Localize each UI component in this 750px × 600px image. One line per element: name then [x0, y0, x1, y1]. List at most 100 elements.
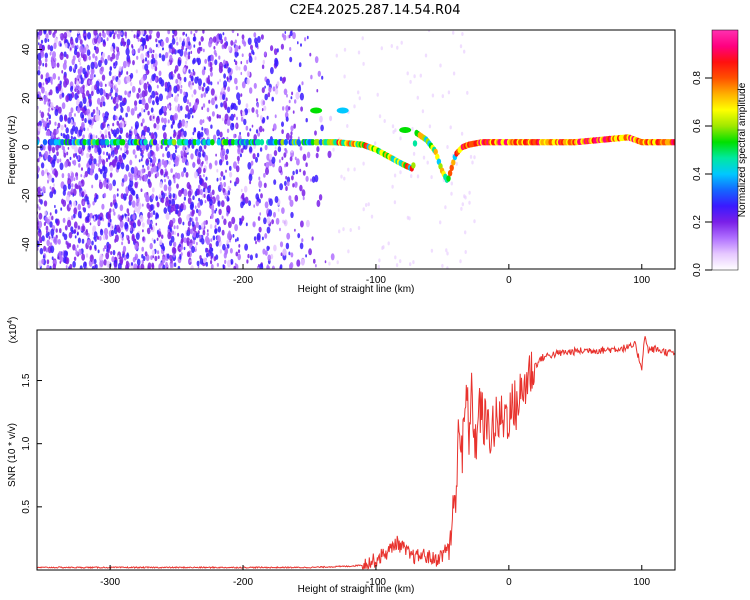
noise-point — [124, 138, 128, 143]
noise-point — [109, 66, 113, 71]
noise-point — [153, 63, 156, 68]
noise-point — [268, 86, 272, 93]
noise-point — [292, 170, 295, 176]
noise-point — [234, 224, 239, 232]
noise-point — [107, 222, 111, 228]
noise-point — [47, 144, 52, 152]
noise-point — [103, 91, 106, 97]
noise-point — [283, 88, 288, 96]
noise-point — [55, 128, 59, 135]
noise-point — [82, 201, 85, 206]
band-point — [100, 139, 105, 146]
noise-point — [255, 156, 258, 163]
noise-point — [90, 61, 95, 70]
noise-point — [221, 200, 225, 208]
noise-point — [73, 207, 77, 215]
noise-point — [188, 51, 191, 56]
noise-point — [71, 183, 74, 188]
noise-point — [104, 111, 109, 119]
noise-point — [101, 203, 105, 210]
band-point — [172, 139, 177, 146]
noise-point — [198, 151, 202, 158]
noise-point — [209, 224, 213, 229]
noise-point — [52, 106, 55, 110]
noise-point — [156, 84, 159, 89]
noise-point — [131, 85, 136, 93]
noise-point — [210, 54, 214, 62]
noise-point — [249, 180, 252, 185]
noise-point — [246, 70, 251, 78]
noise-point — [157, 255, 160, 259]
noise-point — [203, 82, 206, 88]
noise-point — [218, 114, 221, 119]
noise-point — [153, 123, 157, 129]
noise-point — [102, 247, 105, 252]
noise-point — [152, 115, 155, 119]
noise-point — [234, 77, 238, 85]
noise-point — [170, 264, 172, 269]
noise-point — [129, 220, 132, 226]
band-point — [202, 139, 207, 146]
noise-point — [76, 44, 79, 49]
noise-point — [241, 215, 245, 222]
noise-point — [113, 211, 116, 216]
noise-point — [150, 132, 155, 140]
noise-point — [159, 239, 163, 246]
noise-point — [141, 118, 145, 124]
noise-point — [95, 135, 98, 139]
colorbar-tick-label: 0.6 — [692, 119, 703, 133]
noise-point — [49, 221, 53, 228]
noise-point — [111, 154, 114, 158]
noise-point — [151, 262, 154, 268]
noise-point — [282, 219, 285, 224]
noise-point — [270, 67, 274, 75]
noise-point — [136, 92, 140, 99]
noise-point — [139, 38, 142, 43]
noise-point — [246, 78, 250, 85]
noise-point — [201, 238, 205, 245]
noise-point — [272, 86, 276, 92]
noise-point — [48, 30, 52, 36]
noise-point — [222, 187, 226, 193]
noise-point — [163, 161, 168, 168]
noise-point — [57, 256, 59, 260]
noise-point — [110, 87, 113, 94]
noise-point — [47, 231, 50, 236]
noise-point — [94, 55, 98, 62]
colorbar-tick-label: 0.8 — [692, 71, 703, 85]
noise-point — [238, 244, 241, 248]
noise-point — [168, 185, 172, 192]
noise-point — [51, 160, 56, 168]
noise-point — [91, 240, 94, 246]
noise-point — [243, 185, 248, 193]
noise-point — [147, 53, 150, 58]
noise-point — [272, 123, 277, 131]
noise-point — [169, 254, 173, 261]
noise-point — [231, 30, 235, 34]
noise-point — [47, 44, 51, 50]
noise-point — [154, 53, 158, 60]
noise-point — [164, 81, 168, 88]
noise-point — [69, 200, 72, 205]
noise-point — [158, 93, 163, 102]
noise-point — [167, 61, 170, 67]
noise-point — [199, 119, 203, 126]
noise-point — [69, 156, 72, 161]
noise-point — [92, 53, 95, 59]
noise-point — [139, 214, 144, 223]
noise-point — [97, 219, 101, 226]
noise-point — [274, 196, 279, 203]
noise-point — [254, 41, 259, 48]
noise-point — [110, 229, 115, 237]
noise-point — [169, 54, 173, 61]
noise-point — [111, 256, 115, 263]
noise-point — [195, 216, 198, 222]
noise-point — [63, 115, 68, 122]
noise-point — [62, 189, 66, 196]
noise-point — [146, 81, 149, 85]
side-blob — [399, 126, 412, 133]
noise-point — [266, 245, 270, 251]
noise-point — [131, 200, 136, 208]
noise-point — [194, 205, 197, 209]
noise-point — [285, 242, 290, 250]
